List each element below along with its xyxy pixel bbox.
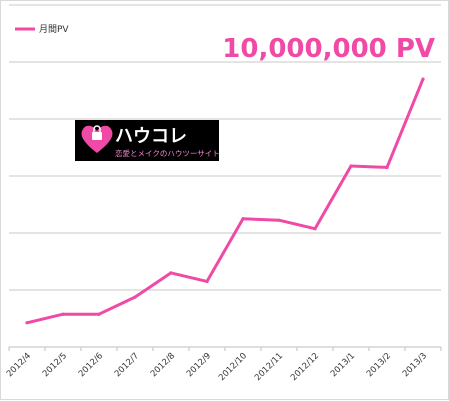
x-tick-label: 2012/11 [253, 351, 285, 383]
data-point [205, 279, 209, 284]
x-tick-label: 2012/4 [5, 351, 33, 379]
logo-subtitle: 恋愛とメイクのハウツーサイト [115, 148, 220, 158]
x-tick-label: 2012/9 [185, 351, 213, 379]
x-tick-label: 2012/5 [41, 351, 69, 379]
x-tick-label: 2012/10 [217, 351, 249, 383]
data-point [385, 165, 389, 170]
data-point [133, 295, 137, 299]
data-point [277, 218, 281, 222]
data-point [421, 77, 425, 81]
x-tick-label: 2012/6 [77, 351, 105, 379]
data-point [97, 312, 101, 316]
data-point [241, 217, 245, 221]
logo-title: ハウコレ [115, 126, 187, 147]
x-tick-label: 2013/1 [329, 351, 357, 379]
headline-annotation: 10,000,000 PV [222, 34, 435, 64]
legend-label: 月間PV [39, 24, 69, 35]
x-tick-label: 2012/7 [113, 351, 141, 379]
x-tick-labels: 2012/4 2012/5 2012/6 2012/7 2012/8 2012/9 2012… [5, 351, 429, 383]
data-point [349, 164, 353, 168]
x-tick-label: 2012/8 [149, 351, 177, 379]
logo: ハウコレ 恋愛とメイクのハウツーサイト [75, 120, 220, 161]
x-tick-label: 2013/2 [365, 351, 393, 379]
x-tick-label: 2012/12 [289, 351, 321, 383]
legend: 月間PV [15, 24, 69, 35]
series-line [25, 77, 425, 325]
x-axis [8, 346, 442, 351]
data-point [25, 321, 29, 325]
heart-lock-icon [81, 125, 113, 153]
gridlines [9, 4, 441, 291]
data-point [61, 312, 65, 316]
x-tick-label: 2013/3 [401, 351, 429, 379]
data-point [169, 271, 173, 275]
data-point [313, 227, 317, 231]
series-layer [25, 77, 425, 325]
